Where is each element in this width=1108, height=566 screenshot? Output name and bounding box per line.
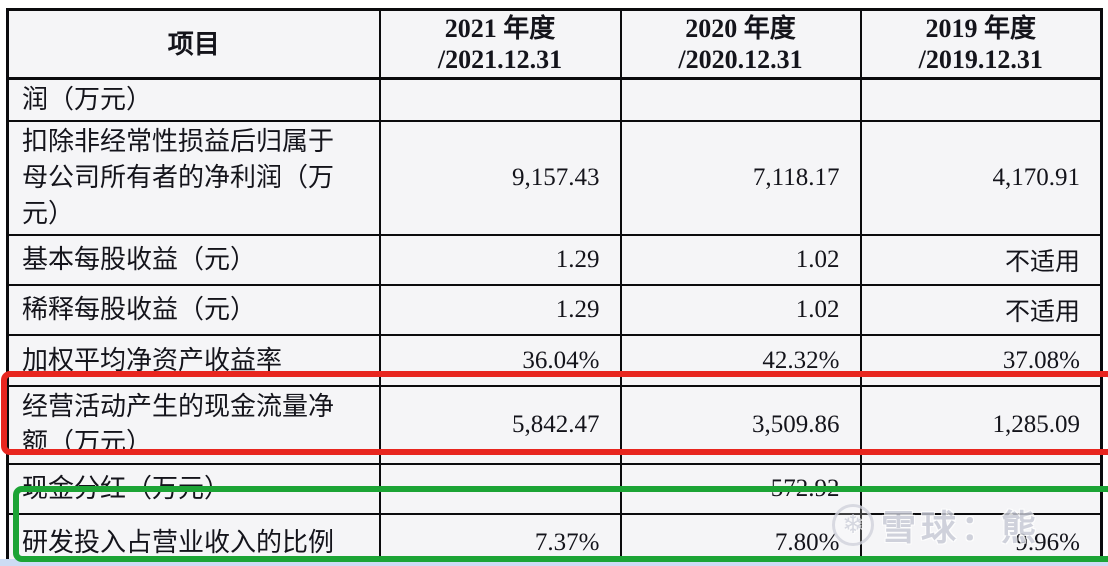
col-header-item: 项目 xyxy=(6,8,381,80)
cell-value: 1.29 xyxy=(378,234,622,286)
cell-value: 1.02 xyxy=(619,284,862,336)
cell-value: 9,157.43 xyxy=(378,120,622,236)
table-row: 现金分红（万元） -572.92- xyxy=(6,463,1103,515)
table-row: 加权平均净资产收益率 36.04% 42.32% 37.08% xyxy=(6,334,1103,387)
cell-value: 不适用 xyxy=(859,234,1103,286)
cell-value xyxy=(859,77,1103,122)
table-row: 基本每股收益（元） 1.29 1.02 不适用 xyxy=(6,234,1103,286)
year-date: /2021.12.31 xyxy=(437,45,563,74)
header-row: 项目 2021 年度 /2021.12.31 2020 年度 /2020.12.… xyxy=(6,8,1103,80)
cell-value: 1,285.09 xyxy=(859,385,1103,465)
cell-value: 3,509.86 xyxy=(619,385,862,465)
year-date: /2019.12.31 xyxy=(918,45,1043,74)
row-label: 稀释每股收益（元） xyxy=(6,284,381,336)
bottom-strip xyxy=(0,559,1108,566)
cell-value: 1.29 xyxy=(378,284,622,336)
row-label: 基本每股收益（元） xyxy=(6,234,381,286)
row-label: 现金分红（万元） xyxy=(6,463,381,515)
cell-value: - xyxy=(378,463,622,515)
cell-value: 572.92 xyxy=(619,463,862,515)
row-label: 扣除非经常性损益后归属于母公司所有者的净利润（万元） xyxy=(6,120,381,236)
row-label: 润（万元） xyxy=(6,77,381,122)
table-body: 润（万元） 扣除非经常性损益后归属于母公司所有者的净利润（万元） 9,157.43 7… xyxy=(6,77,1103,566)
cell-value: - xyxy=(859,463,1103,515)
table-row: 经营活动产生的现金流量净额（万元） 5,842.47 3,509.86 1,285.0… xyxy=(6,385,1103,465)
row-label: 研发投入占营业收入的比例 xyxy=(6,513,381,566)
cell-value: 42.32% xyxy=(619,334,862,387)
table-row: 扣除非经常性损益后归属于母公司所有者的净利润（万元） 9,157.43 7,118.… xyxy=(6,120,1103,236)
cell-value: 36.04% xyxy=(378,334,622,387)
col-header-2020: 2020 年度 /2020.12.31 xyxy=(619,8,862,80)
cell-value: 5,842.47 xyxy=(378,385,622,465)
table-row: 稀释每股收益（元） 1.29 1.02 不适用 xyxy=(6,284,1103,336)
col-header-2021: 2021 年度 /2021.12.31 xyxy=(378,8,622,80)
cell-value: 1.02 xyxy=(619,234,862,286)
table-row: 润（万元） xyxy=(6,77,1103,122)
row-label: 加权平均净资产收益率 xyxy=(6,334,381,387)
row-label: 经营活动产生的现金流量净额（万元） xyxy=(6,385,381,465)
financial-summary-table: 项目 2021 年度 /2021.12.31 2020 年度 /2020.12.… xyxy=(6,8,1103,566)
year-label: 2021 年度 xyxy=(444,14,556,43)
cell-value: 37.08% xyxy=(859,334,1103,387)
year-date: /2020.12.31 xyxy=(678,45,803,74)
cell-value: 4,170.91 xyxy=(859,120,1103,236)
year-label: 2020 年度 xyxy=(685,14,796,43)
year-label: 2019 年度 xyxy=(925,14,1036,43)
cell-value xyxy=(619,77,862,122)
col-header-2019: 2019 年度 /2019.12.31 xyxy=(859,8,1103,80)
cell-value: 7,118.17 xyxy=(619,120,862,236)
cell-value xyxy=(378,77,622,122)
cell-value: 不适用 xyxy=(859,284,1103,336)
